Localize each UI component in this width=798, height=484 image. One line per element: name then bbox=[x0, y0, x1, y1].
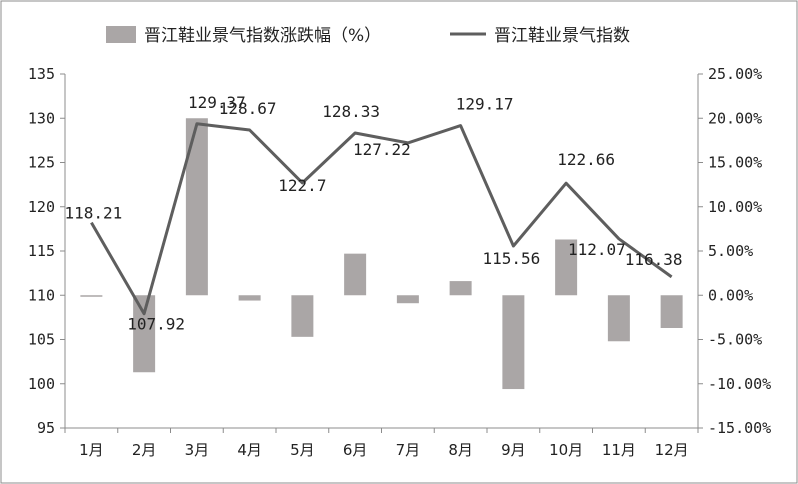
bar bbox=[238, 295, 261, 301]
data-label: 107.92 bbox=[127, 315, 185, 334]
x-tick-label: 8月 bbox=[448, 441, 473, 459]
data-label: 116.38 bbox=[625, 250, 683, 269]
line-series bbox=[90, 122, 673, 316]
data-label: 118.21 bbox=[64, 204, 122, 223]
x-tick-label: 10月 bbox=[549, 441, 583, 459]
x-tick-label: 2月 bbox=[132, 441, 157, 459]
bar bbox=[607, 295, 630, 342]
left-tick-label: 135 bbox=[28, 65, 55, 83]
legend: 晋江鞋业景气指数涨跌幅（%） 晋江鞋业景气指数 bbox=[106, 26, 630, 46]
left-tick-label: 105 bbox=[28, 331, 55, 349]
data-label: 129.17 bbox=[456, 95, 514, 114]
left-tick-label: 120 bbox=[28, 198, 55, 216]
data-label: 122.66 bbox=[557, 150, 615, 169]
x-tick-label: 6月 bbox=[343, 441, 368, 459]
right-tick-label: -10.00% bbox=[708, 375, 771, 393]
legend-bar-label: 晋江鞋业景气指数涨跌幅（%） bbox=[144, 26, 381, 46]
right-tick-label: 0.00% bbox=[708, 286, 753, 304]
x-tick-label: 1月 bbox=[79, 441, 104, 459]
left-tick-label: 95 bbox=[37, 419, 55, 437]
bar bbox=[344, 253, 367, 296]
bar bbox=[660, 295, 683, 328]
x-tick-label: 4月 bbox=[237, 441, 262, 459]
left-tick-label: 125 bbox=[28, 154, 55, 172]
data-label: 128.67 bbox=[219, 99, 277, 118]
left-tick-label: 115 bbox=[28, 242, 55, 260]
right-tick-label: 20.00% bbox=[708, 109, 762, 127]
data-label: 112.07 bbox=[568, 240, 626, 259]
series-line bbox=[90, 122, 673, 316]
bar bbox=[502, 295, 525, 390]
right-tick-label: -5.00% bbox=[708, 331, 762, 349]
bar bbox=[396, 295, 419, 304]
x-tick-label: 11月 bbox=[602, 441, 636, 459]
left-tick-label: 100 bbox=[28, 375, 55, 393]
bar bbox=[185, 118, 208, 296]
data-label: 122.7 bbox=[278, 176, 326, 195]
right-tick-label: 5.00% bbox=[708, 242, 753, 260]
right-tick-label: 10.00% bbox=[708, 198, 762, 216]
axes: 95 100 105 110 115 120 125 130 135 -15.00% -10.00%… bbox=[28, 65, 771, 459]
right-tick-label: -15.00% bbox=[708, 419, 771, 437]
bar bbox=[80, 295, 103, 297]
x-tick-label: 12月 bbox=[655, 441, 689, 459]
data-label: 128.33 bbox=[322, 102, 380, 121]
legend-bar-swatch bbox=[106, 26, 136, 43]
legend-line-label: 晋江鞋业景气指数 bbox=[494, 26, 630, 46]
left-tick-label: 130 bbox=[28, 109, 55, 127]
x-tick-label: 9月 bbox=[501, 441, 526, 459]
bar bbox=[133, 295, 156, 373]
x-tick-label: 5月 bbox=[290, 441, 315, 459]
right-tick-label: 15.00% bbox=[708, 154, 762, 172]
x-tick-label: 7月 bbox=[396, 441, 421, 459]
right-tick-label: 25.00% bbox=[708, 65, 762, 83]
left-tick-label: 110 bbox=[28, 286, 55, 304]
bar bbox=[555, 239, 578, 296]
data-label: 129.37 bbox=[188, 93, 246, 112]
bar-series bbox=[80, 118, 683, 390]
bar bbox=[449, 281, 472, 296]
bar bbox=[291, 295, 314, 337]
data-label: 115.56 bbox=[482, 249, 540, 268]
x-tick-label: 3月 bbox=[185, 441, 210, 459]
data-label: 127.22 bbox=[353, 140, 411, 159]
